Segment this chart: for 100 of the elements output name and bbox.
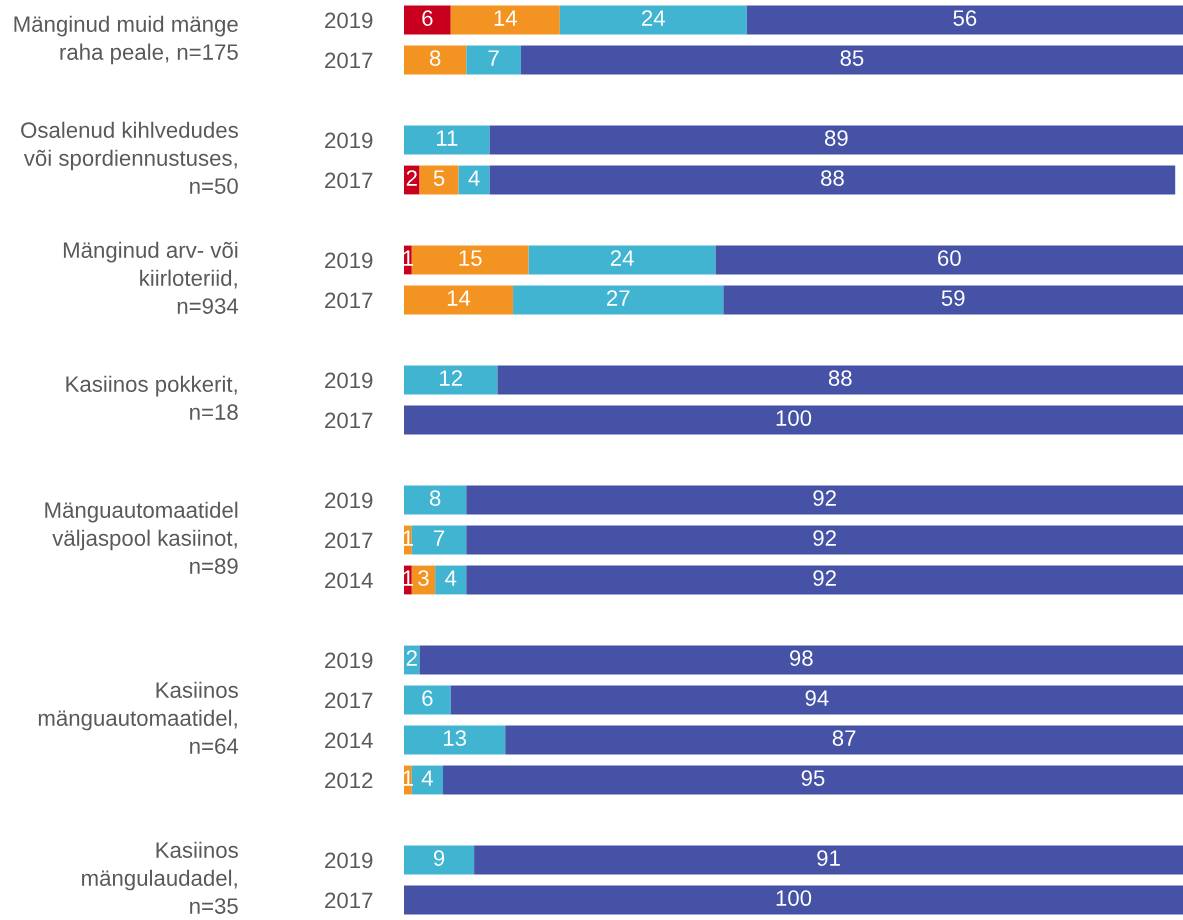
data-label: 92 (813, 530, 836, 546)
bar (411, 765, 443, 795)
data-label: 15 (459, 250, 482, 266)
data-label: 6 (422, 690, 433, 706)
bar (442, 765, 1183, 795)
bar (489, 165, 1176, 195)
bar (404, 285, 514, 315)
data-label: 59 (941, 290, 965, 306)
data-label: 7 (434, 530, 445, 546)
text: Mänguautomaatidel väljaspool kasiinot, n=89 (45, 501, 238, 574)
y-tick-label: 2019 (325, 252, 373, 269)
text: Osalenud kihlvedudes või spordiennustuses, n=50 (21, 121, 238, 194)
y-tick-label: 2019 (325, 652, 373, 669)
bar (466, 45, 521, 75)
bar (404, 405, 1183, 435)
bar (435, 565, 467, 595)
bar (559, 5, 747, 35)
bar (458, 165, 490, 195)
bar (474, 845, 1183, 875)
data-label: 2 (406, 170, 417, 186)
bar (404, 45, 467, 75)
bar (404, 365, 498, 395)
data-label: 14 (494, 10, 517, 26)
data-label: 89 (824, 130, 848, 146)
bar (404, 125, 490, 155)
data-label: 92 (813, 570, 836, 586)
data-label: 91 (817, 850, 840, 866)
data-label: 4 (421, 770, 433, 786)
bar (466, 525, 1183, 555)
data-label: 4 (468, 170, 480, 186)
data-label: 27 (606, 290, 630, 306)
bar (404, 885, 1183, 915)
data-label: 6 (422, 10, 433, 26)
bar (450, 685, 1183, 715)
data-label: 12 (440, 370, 462, 386)
bar (404, 845, 475, 875)
data-label: 98 (789, 650, 813, 666)
bar (404, 485, 467, 515)
data-label: 94 (805, 690, 829, 706)
y-tick-label: 2017 (325, 52, 373, 69)
data-label: 7 (488, 50, 499, 66)
data-label: 88 (821, 170, 844, 186)
data-label: 85 (840, 50, 864, 66)
bar (411, 525, 467, 555)
bar (419, 645, 1183, 675)
text: Kasiinos pokkerit, n=18 (66, 375, 238, 420)
bar (715, 245, 1183, 275)
data-label: 87 (832, 730, 856, 746)
data-label: 24 (610, 250, 634, 266)
bar (746, 5, 1183, 35)
bar (723, 285, 1183, 315)
bar (528, 245, 716, 275)
bar (404, 5, 451, 35)
bar (489, 125, 1183, 155)
text: Kasiinos mängulaudadel, n=35 (82, 841, 238, 914)
bar (404, 725, 506, 755)
y-tick-label: 2014 (325, 732, 373, 749)
data-label: 14 (447, 290, 471, 306)
y-tick-label: 2019 (325, 852, 373, 869)
bar (466, 485, 1183, 515)
y-tick-label: 2017 (325, 292, 373, 309)
data-label: 4 (445, 570, 457, 586)
bar (419, 165, 459, 195)
text: Mänginud muid mänge raha peale, n=175 (14, 15, 238, 65)
bar (450, 5, 560, 35)
data-label: 3 (418, 570, 429, 586)
data-label: 60 (938, 250, 961, 266)
bar (505, 725, 1183, 755)
data-label: 100 (776, 890, 812, 906)
bar (466, 565, 1183, 595)
y-tick-label: 2014 (325, 572, 373, 589)
y-tick-label: 2019 (325, 12, 373, 29)
data-label: 9 (433, 850, 445, 866)
data-label: 56 (953, 10, 977, 26)
y-tick-label: 2019 (325, 492, 373, 509)
data-label: 95 (801, 770, 825, 786)
data-label: 5 (433, 170, 445, 186)
bar (404, 685, 451, 715)
data-label: 100 (776, 410, 812, 426)
data-label: 88 (828, 370, 852, 386)
y-tick-label: 2017 (325, 692, 373, 709)
y-tick-label: 2019 (325, 132, 373, 149)
y-tick-label: 2017 (325, 532, 373, 549)
bar (497, 365, 1183, 395)
text: Kasiinos mänguautomaatidel, n=64 (38, 681, 239, 754)
y-tick-label: 2017 (325, 892, 373, 909)
y-tick-label: 2019 (325, 372, 373, 389)
bar (411, 245, 529, 275)
bar (513, 285, 724, 315)
bar (520, 45, 1183, 75)
data-label: 2 (406, 650, 417, 666)
data-label: 8 (429, 50, 441, 66)
y-tick-label: 2017 (325, 172, 373, 189)
data-label: 24 (642, 10, 665, 26)
text: Mänginud arv- või kiirloteriid, n=934 (63, 241, 239, 314)
y-tick-label: 2012 (325, 772, 373, 789)
data-label: 92 (813, 490, 836, 506)
data-label: 13 (443, 730, 467, 746)
data-label: 8 (429, 490, 441, 506)
data-label: 11 (437, 130, 458, 146)
